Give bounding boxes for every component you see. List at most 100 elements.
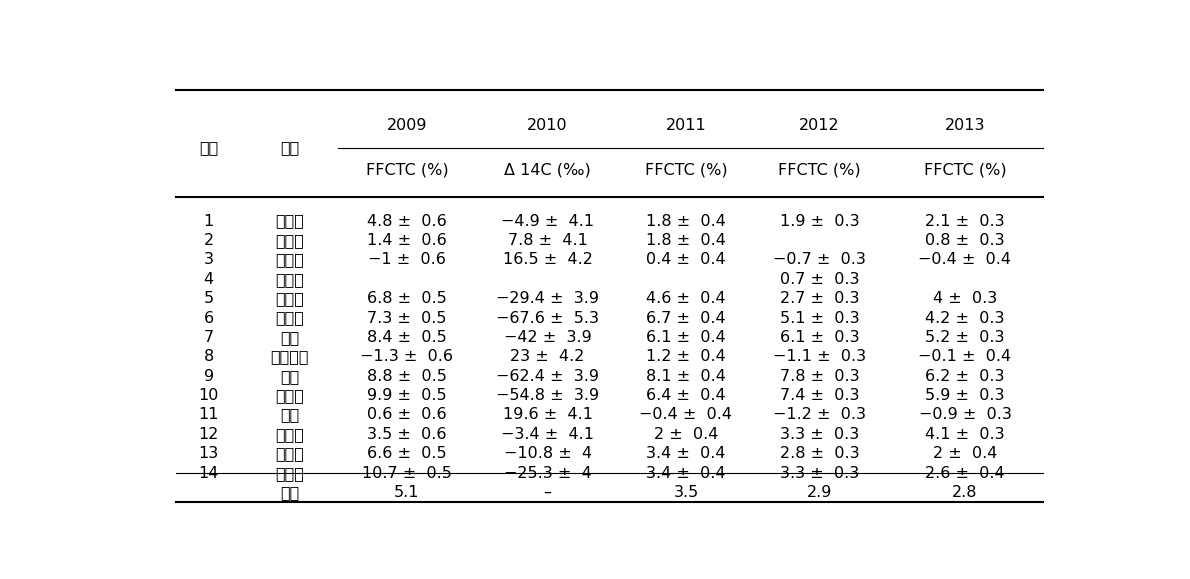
- Text: 14: 14: [199, 466, 219, 481]
- Text: −1.3 ±  0.6: −1.3 ± 0.6: [361, 349, 453, 364]
- Text: 3.3 ±  0.3: 3.3 ± 0.3: [781, 466, 859, 481]
- Text: 5.1 ±  0.3: 5.1 ± 0.3: [779, 310, 859, 325]
- Text: 7.4 ±  0.3: 7.4 ± 0.3: [779, 388, 859, 403]
- Text: 4.2 ±  0.3: 4.2 ± 0.3: [925, 310, 1004, 325]
- Text: 13: 13: [199, 446, 219, 461]
- Text: 8.4 ±  0.5: 8.4 ± 0.5: [367, 330, 447, 345]
- Text: –: –: [544, 485, 552, 500]
- Text: −0.4 ±  0.4: −0.4 ± 0.4: [919, 252, 1012, 267]
- Text: 6: 6: [203, 310, 214, 325]
- Text: 0.7 ±  0.3: 0.7 ± 0.3: [779, 272, 859, 287]
- Text: 7.3 ±  0.5: 7.3 ± 0.5: [368, 310, 446, 325]
- Text: 구봉산: 구봉산: [275, 233, 303, 248]
- Text: 남산동: 남산동: [275, 291, 303, 306]
- Text: 19.6 ±  4.1: 19.6 ± 4.1: [502, 408, 593, 423]
- Text: 10: 10: [199, 388, 219, 403]
- Text: 1.2 ±  0.4: 1.2 ± 0.4: [646, 349, 726, 364]
- Text: 1.8 ±  0.4: 1.8 ± 0.4: [646, 214, 726, 229]
- Text: −10.8 ±  4: −10.8 ± 4: [503, 446, 591, 461]
- Text: 번호: 번호: [199, 140, 218, 155]
- Text: 1.8 ±  0.4: 1.8 ± 0.4: [646, 233, 726, 248]
- Text: 2.6 ±  0.4: 2.6 ± 0.4: [925, 466, 1004, 481]
- Text: 3.5 ±  0.6: 3.5 ± 0.6: [368, 427, 446, 442]
- Text: 2.1 ±  0.3: 2.1 ± 0.3: [925, 214, 1004, 229]
- Text: 서면: 서면: [280, 369, 299, 384]
- Text: 2011: 2011: [665, 118, 707, 133]
- Text: 4.1 ±  0.3: 4.1 ± 0.3: [925, 427, 1004, 442]
- Text: 6.2 ±  0.3: 6.2 ± 0.3: [925, 369, 1004, 384]
- Text: FFCTC (%): FFCTC (%): [645, 162, 727, 177]
- Text: 2.7 ±  0.3: 2.7 ± 0.3: [779, 291, 859, 306]
- Text: −42 ±  3.9: −42 ± 3.9: [503, 330, 591, 345]
- Text: 평균: 평균: [280, 485, 299, 500]
- Text: 3.4 ±  0.4: 3.4 ± 0.4: [646, 466, 726, 481]
- Text: 6.7 ±  0.4: 6.7 ± 0.4: [646, 310, 726, 325]
- Text: 4.8 ±  0.6: 4.8 ± 0.6: [367, 214, 447, 229]
- Text: 금수사: 금수사: [275, 272, 303, 287]
- Text: 5: 5: [203, 291, 214, 306]
- Text: 연산동: 연산동: [275, 388, 303, 403]
- Text: 중앙동: 중앙동: [275, 446, 303, 461]
- Text: −0.9 ±  0.3: −0.9 ± 0.3: [919, 408, 1012, 423]
- Text: 금련산: 금련산: [275, 252, 303, 267]
- Text: 6.1 ±  0.3: 6.1 ± 0.3: [779, 330, 859, 345]
- Text: FFCTC (%): FFCTC (%): [365, 162, 449, 177]
- Text: 지명: 지명: [280, 140, 299, 155]
- Text: 23 ±  4.2: 23 ± 4.2: [511, 349, 584, 364]
- Text: 7: 7: [203, 330, 214, 345]
- Text: −0.7 ±  0.3: −0.7 ± 0.3: [774, 252, 866, 267]
- Text: −25.3 ±  4: −25.3 ± 4: [503, 466, 591, 481]
- Text: 5.2 ±  0.3: 5.2 ± 0.3: [925, 330, 1004, 345]
- Text: −1.1 ±  0.3: −1.1 ± 0.3: [774, 349, 866, 364]
- Text: 7.8 ±  0.3: 7.8 ± 0.3: [779, 369, 859, 384]
- Text: 2.8 ±  0.3: 2.8 ± 0.3: [779, 446, 859, 461]
- Text: 6.6 ±  0.5: 6.6 ± 0.5: [368, 446, 446, 461]
- Text: 5.1: 5.1: [394, 485, 420, 500]
- Text: −54.8 ±  3.9: −54.8 ± 3.9: [496, 388, 600, 403]
- Text: 5.9 ±  0.3: 5.9 ± 0.3: [925, 388, 1004, 403]
- Text: 남포동: 남포동: [275, 310, 303, 325]
- Text: 2013: 2013: [945, 118, 985, 133]
- Text: 2.9: 2.9: [807, 485, 832, 500]
- Text: 4.6 ±  0.4: 4.6 ± 0.4: [646, 291, 726, 306]
- Text: 3.3 ±  0.3: 3.3 ± 0.3: [781, 427, 859, 442]
- Text: 7.8 ±  4.1: 7.8 ± 4.1: [508, 233, 588, 248]
- Text: 2010: 2010: [527, 118, 568, 133]
- Text: 3.4 ±  0.4: 3.4 ± 0.4: [646, 446, 726, 461]
- Text: FFCTC (%): FFCTC (%): [778, 162, 862, 177]
- Text: 장산: 장산: [280, 408, 299, 423]
- Text: 1.4 ±  0.6: 1.4 ± 0.6: [367, 233, 447, 248]
- Text: 6.4 ±  0.4: 6.4 ± 0.4: [646, 388, 726, 403]
- Text: −29.4 ±  3.9: −29.4 ± 3.9: [496, 291, 599, 306]
- Text: 8.8 ±  0.5: 8.8 ± 0.5: [367, 369, 447, 384]
- Text: 8: 8: [203, 349, 214, 364]
- Text: 2012: 2012: [800, 118, 840, 133]
- Text: 감만동: 감만동: [275, 214, 303, 229]
- Text: 9: 9: [203, 369, 214, 384]
- Text: −0.1 ±  0.4: −0.1 ± 0.4: [919, 349, 1012, 364]
- Text: 2 ±  0.4: 2 ± 0.4: [653, 427, 718, 442]
- Text: 4 ±  0.3: 4 ± 0.3: [933, 291, 997, 306]
- Text: 장산역: 장산역: [275, 427, 303, 442]
- Text: −4.9 ±  4.1: −4.9 ± 4.1: [501, 214, 594, 229]
- Text: 12: 12: [199, 427, 219, 442]
- Text: 8.1 ±  0.4: 8.1 ± 0.4: [646, 369, 726, 384]
- Text: 6.8 ±  0.5: 6.8 ± 0.5: [367, 291, 447, 306]
- Text: 2: 2: [203, 233, 214, 248]
- Text: 동래산성: 동래산성: [270, 349, 308, 364]
- Text: −62.4 ±  3.9: −62.4 ± 3.9: [496, 369, 599, 384]
- Text: 16.5 ±  4.2: 16.5 ± 4.2: [502, 252, 593, 267]
- Text: −1 ±  0.6: −1 ± 0.6: [368, 252, 446, 267]
- Text: 3: 3: [203, 252, 214, 267]
- Text: 0.4 ±  0.4: 0.4 ± 0.4: [646, 252, 726, 267]
- Text: 0.8 ±  0.3: 0.8 ± 0.3: [925, 233, 1004, 248]
- Text: −3.4 ±  4.1: −3.4 ± 4.1: [501, 427, 594, 442]
- Text: 초량역: 초량역: [275, 466, 303, 481]
- Text: −0.4 ±  0.4: −0.4 ± 0.4: [639, 408, 733, 423]
- Text: Δ 14C (‰): Δ 14C (‰): [505, 162, 591, 177]
- Text: −1.2 ±  0.3: −1.2 ± 0.3: [774, 408, 866, 423]
- Text: −67.6 ±  5.3: −67.6 ± 5.3: [496, 310, 599, 325]
- Text: 2.8: 2.8: [952, 485, 978, 500]
- Text: 11: 11: [199, 408, 219, 423]
- Text: 9.9 ±  0.5: 9.9 ± 0.5: [368, 388, 446, 403]
